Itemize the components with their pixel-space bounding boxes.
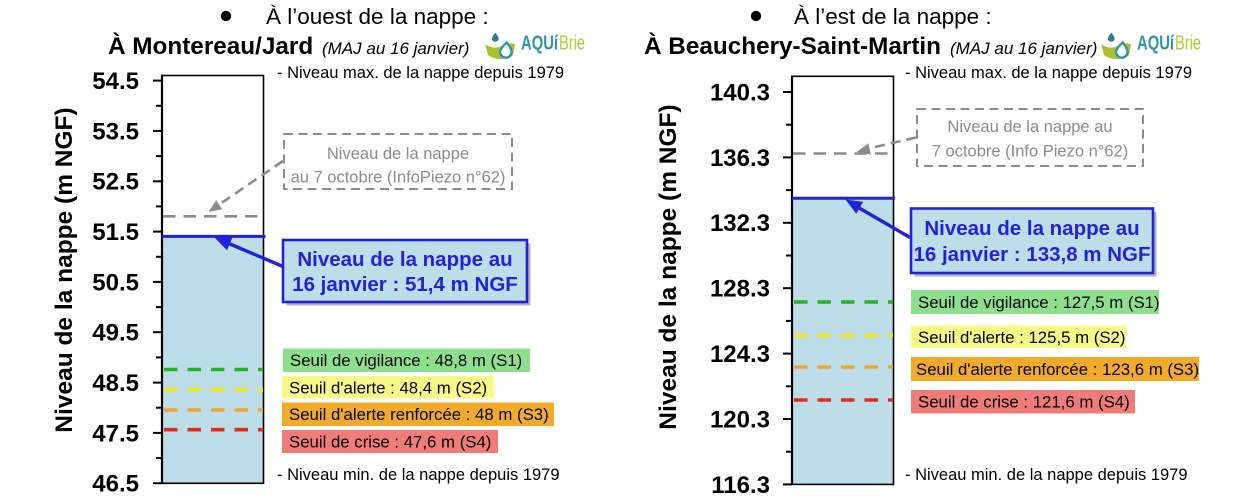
svg-text:50.5: 50.5 — [92, 269, 139, 296]
svg-text:Niveau de la nappe au: Niveau de la nappe au — [947, 118, 1112, 136]
svg-text:AQUí: AQUí — [521, 33, 559, 55]
svg-text:(MAJ au 16 janvier): (MAJ au 16 janvier) — [950, 39, 1097, 58]
svg-text:Niveau de la nappe au: Niveau de la nappe au — [297, 248, 512, 271]
svg-text:Niveau de la nappe: Niveau de la nappe — [327, 145, 469, 163]
svg-text:- Niveau max. de la nappe depu: - Niveau max. de la nappe depuis 1979 — [905, 64, 1192, 82]
svg-text:À Montereau/Jard: À Montereau/Jard — [108, 32, 313, 60]
svg-text:53.5: 53.5 — [92, 118, 139, 145]
svg-text:7 octobre (Info Piezo n°62): 7 octobre (Info Piezo n°62) — [932, 143, 1128, 161]
svg-text:48.5: 48.5 — [92, 370, 139, 397]
svg-text:À Beauchery-Saint-Martin: À Beauchery-Saint-Martin — [644, 32, 941, 60]
svg-text:Seuil de vigilance : 127,5 m (: Seuil de vigilance : 127,5 m (S1) — [918, 293, 1160, 312]
svg-text:- Niveau min. de la nappe depu: - Niveau min. de la nappe depuis 1979 — [905, 466, 1188, 484]
svg-text:124.3: 124.3 — [710, 341, 770, 368]
svg-text:Seuil de vigilance : 48,8 m (S: Seuil de vigilance : 48,8 m (S1) — [290, 351, 522, 370]
svg-text:128.3: 128.3 — [710, 276, 770, 303]
svg-text:À l’ouest de la nappe :: À l’ouest de la nappe : — [266, 4, 489, 29]
svg-text:47.5: 47.5 — [92, 420, 139, 447]
svg-text:À l’est de la nappe :: À l’est de la nappe : — [794, 4, 992, 29]
svg-text:16 janvier : 133,8 m NGF: 16 janvier : 133,8 m NGF — [913, 243, 1150, 266]
svg-text:- Niveau min. de la nappe depu: - Niveau min. de la nappe depuis 1979 — [277, 466, 560, 484]
svg-text:54.5: 54.5 — [92, 68, 139, 95]
svg-text:51.5: 51.5 — [92, 219, 139, 246]
svg-text:Niveau de la nappe (m NGF): Niveau de la nappe (m NGF) — [655, 104, 682, 429]
svg-text:AQUí: AQUí — [1137, 33, 1175, 55]
svg-text:140.3: 140.3 — [710, 79, 770, 106]
svg-text:Seuil d'alerte renforcée : 123: Seuil d'alerte renforcée : 123,6 m (S3) — [916, 360, 1199, 379]
svg-text:Seuil d'alerte : 48,4 m (S2): Seuil d'alerte : 48,4 m (S2) — [289, 379, 487, 398]
svg-text:49.5: 49.5 — [92, 320, 139, 347]
svg-text:46.5: 46.5 — [92, 471, 139, 498]
svg-text:(MAJ au 16 janvier): (MAJ au 16 janvier) — [322, 39, 469, 58]
svg-text:Brie: Brie — [559, 33, 585, 55]
svg-text:Brie: Brie — [1175, 33, 1201, 55]
svg-text:Niveau de la nappe au: Niveau de la nappe au — [924, 217, 1139, 240]
svg-text:132.3: 132.3 — [710, 210, 770, 237]
svg-text:52.5: 52.5 — [92, 169, 139, 196]
svg-text:Niveau de la nappe (m NGF): Niveau de la nappe (m NGF) — [51, 107, 78, 432]
svg-text:Seuil de crise : 47,6 m (S4): Seuil de crise : 47,6 m (S4) — [289, 433, 491, 452]
svg-text:116.3: 116.3 — [711, 472, 770, 498]
svg-text:16 janvier : 51,4 m NGF: 16 janvier : 51,4 m NGF — [292, 273, 518, 296]
svg-text:120.3: 120.3 — [710, 406, 770, 433]
svg-text:136.3: 136.3 — [710, 145, 770, 172]
svg-text:- Niveau max. de la nappe depu: - Niveau max. de la nappe depuis 1979 — [277, 64, 564, 82]
svg-text:Seuil d'alerte renforcée : 48: Seuil d'alerte renforcée : 48 m (S3) — [289, 405, 549, 424]
svg-text:Seuil d'alerte : 125,5 m (S2): Seuil d'alerte : 125,5 m (S2) — [918, 328, 1125, 347]
svg-text:au 7 octobre (InfoPiezo n°62): au 7 octobre (InfoPiezo n°62) — [291, 169, 506, 187]
svg-text:Seuil de crise : 121,6 m (S4): Seuil de crise : 121,6 m (S4) — [918, 393, 1130, 412]
